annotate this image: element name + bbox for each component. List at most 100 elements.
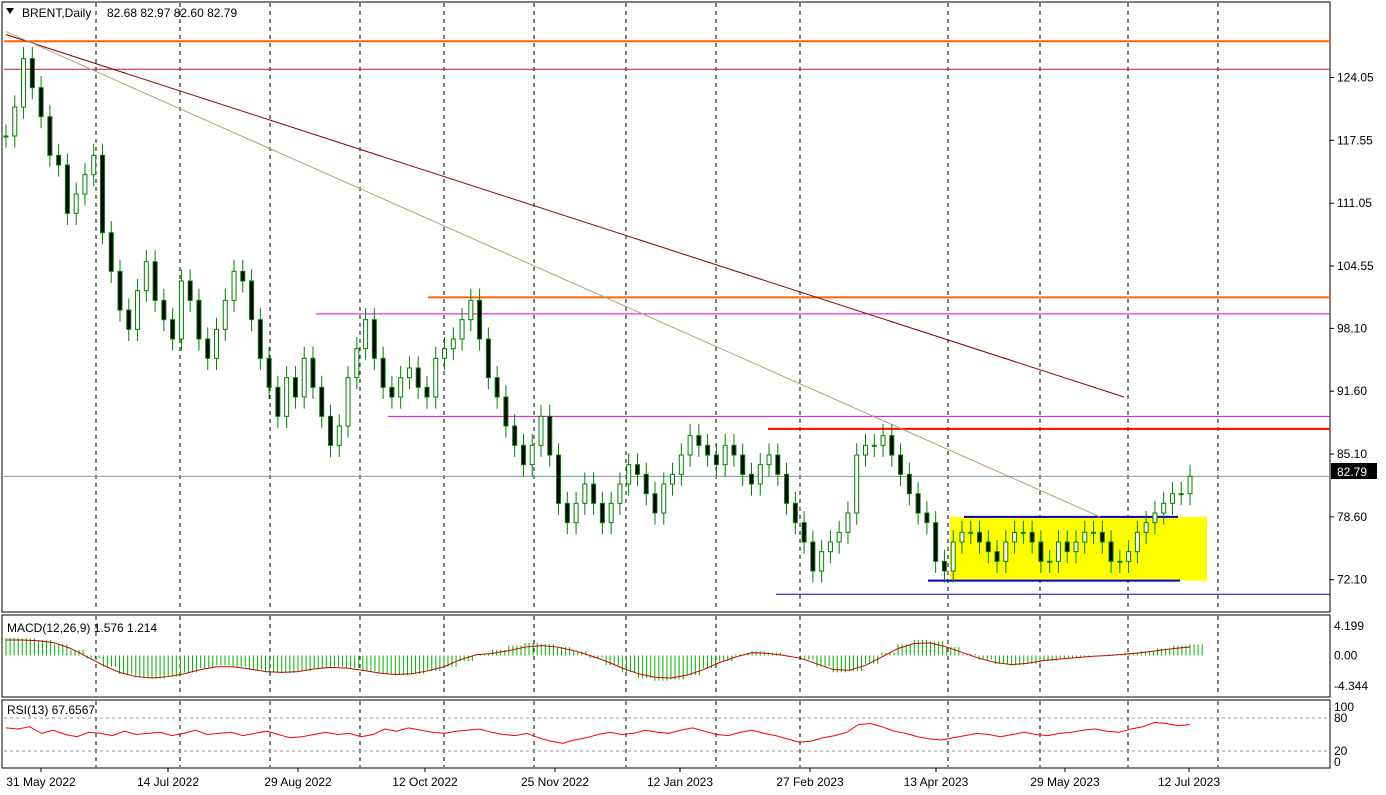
macd-tick-label: 0.00	[1334, 648, 1358, 662]
candle-body	[354, 348, 360, 379]
candle-body	[433, 357, 439, 398]
candle-body	[608, 502, 614, 524]
candle-body	[222, 299, 228, 330]
candle-body	[494, 377, 500, 398]
candle-body	[187, 280, 193, 301]
candle-body	[1064, 541, 1070, 553]
candle-body	[196, 299, 202, 340]
candle-body	[784, 473, 790, 504]
macd-tick-label: 4.199	[1334, 619, 1364, 633]
candle-body	[1134, 531, 1140, 553]
candle-body	[599, 502, 605, 524]
candle-body	[582, 483, 588, 504]
candle-body	[547, 415, 553, 456]
macd-panel	[1, 614, 1331, 698]
trendline	[5, 34, 1125, 398]
candle-body	[906, 473, 912, 495]
candle-body	[477, 299, 483, 340]
candle-body	[977, 531, 983, 543]
candle-body	[626, 464, 632, 485]
candle-body	[652, 493, 658, 514]
candle-body	[801, 522, 807, 543]
candle-body	[941, 560, 947, 572]
candle-body	[836, 531, 842, 543]
candle-body	[617, 483, 623, 504]
candle-body	[556, 454, 562, 504]
candle-body	[1152, 512, 1158, 524]
price-grid	[95, 3, 1219, 611]
candle-body	[135, 290, 141, 330]
collapse-arrow-icon[interactable]	[6, 8, 14, 14]
price-tick-label: 124.05	[1337, 71, 1374, 85]
candle-body	[301, 357, 307, 398]
candle-body	[345, 377, 351, 427]
candle-body	[213, 328, 219, 359]
time-tick-label: 29 May 2023	[1030, 775, 1100, 789]
candle-body	[1029, 531, 1035, 543]
price-tick-label: 85.10	[1337, 447, 1367, 461]
candle-body	[170, 319, 176, 340]
trendlines	[5, 31, 1125, 518]
candle-body	[389, 386, 395, 398]
last-price-label: 82.79	[1337, 465, 1367, 479]
candle-body	[363, 319, 369, 350]
candle-body	[1073, 541, 1079, 553]
candle-body	[1117, 560, 1123, 563]
candle-body	[1161, 502, 1167, 514]
candle-body	[328, 415, 334, 446]
price-tick-label: 91.60	[1337, 384, 1367, 398]
price-tick-label: 78.60	[1337, 510, 1367, 524]
time-tick-label: 13 Apr 2023	[904, 775, 969, 789]
candle-body	[1082, 531, 1088, 543]
candle-body	[696, 435, 702, 446]
candle-body	[661, 483, 667, 514]
time-tick-label: 27 Feb 2023	[776, 775, 844, 789]
candle-body	[573, 502, 579, 524]
candle-body	[257, 319, 263, 359]
candle-body	[284, 377, 290, 417]
symbol-label: BRENT,Daily	[22, 6, 91, 20]
candle-body	[336, 425, 342, 446]
candle-body	[450, 338, 456, 350]
rsi-line	[5, 721, 1191, 744]
candle-body	[634, 464, 640, 475]
candle-body	[1003, 541, 1009, 562]
candle-body	[485, 338, 491, 379]
candle-body	[968, 531, 974, 534]
candle-body	[827, 541, 833, 553]
candle-body	[371, 319, 377, 359]
candle-body	[38, 87, 44, 118]
candle-body	[1126, 551, 1132, 562]
candle-body	[1012, 531, 1018, 543]
candle-body	[240, 270, 246, 282]
candle-body	[310, 357, 316, 388]
candle-body	[705, 444, 711, 456]
candle-body	[99, 154, 105, 234]
candle-body	[161, 299, 167, 321]
candle-body	[810, 541, 816, 572]
price-series	[3, 47, 1193, 583]
candle-body	[82, 174, 88, 195]
candle-body	[871, 444, 877, 447]
candle-body	[12, 106, 18, 137]
candle-body	[757, 464, 763, 485]
candle-body	[205, 338, 211, 359]
candle-body	[29, 58, 35, 89]
price-tick-label: 104.55	[1337, 259, 1374, 273]
rsi-panel	[1, 699, 1331, 769]
rsi-title: RSI(13) 67.6567	[7, 703, 95, 717]
candle-body	[56, 154, 62, 166]
macd-axis: 4.199 0.00 -4.344	[1334, 619, 1368, 693]
candle-body	[538, 415, 544, 446]
candle-body	[880, 435, 886, 446]
candle-body	[459, 319, 465, 340]
candle-body	[1020, 531, 1026, 534]
candle-body	[889, 435, 895, 456]
candle-body	[520, 444, 526, 466]
candle-body	[740, 454, 746, 475]
candle-body	[1169, 493, 1175, 504]
price-axis: 124.05 117.55 111.05 104.55 98.10 91.60 85.10 7…	[1330, 71, 1374, 587]
candle-body	[143, 261, 149, 292]
candle-body	[924, 512, 930, 524]
